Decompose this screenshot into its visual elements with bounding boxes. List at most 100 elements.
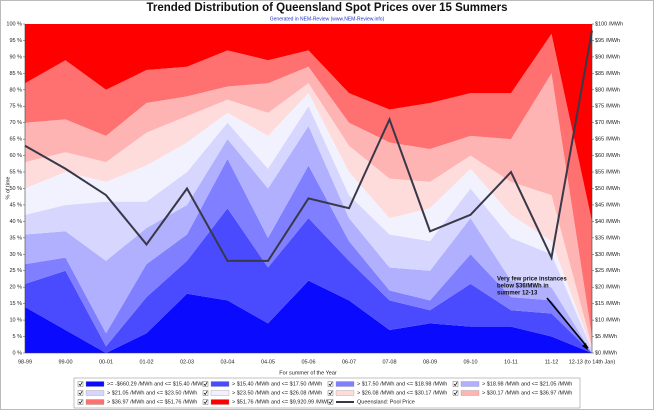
legend-label: > $18.98 /MWh and <= $21.05 /MWh [482,381,572,387]
legend-label: > $17.50 /MWh and <= $18.98 /MWh [357,381,447,387]
legend-check [453,382,458,387]
legend-swatch [460,390,480,396]
legend-checkbox [452,390,459,396]
annotation: Very few price instances [497,277,567,283]
area-band [25,33,592,337]
y2-tick-label: $50 /MWh [595,186,620,192]
y-axis-title: % of time [5,177,11,200]
area-band [25,208,592,353]
legend-swatch [85,399,105,405]
legend-checkbox [77,390,84,396]
legend-check [78,391,83,396]
legend-label: >= -$660.29 /MWh and <= $15.40 /MWh [107,381,205,387]
legend-label: > $26.08 /MWh and <= $30.17 /MWh [357,390,447,396]
legend-check [78,400,83,405]
annotation: summer 12-13 [497,291,538,297]
area-band [25,125,592,354]
y2-tick-label: $35 /MWh [595,235,620,241]
legend-label: > $36.97 /MWh and <= $51.76 /MWh [107,399,197,405]
y-tick-label: 20 % [9,285,22,291]
y2-tick-label: $30 /MWh [595,252,620,258]
y-tick-label: 25 % [9,268,22,274]
legend-checkbox [452,381,459,387]
chart-subtitle: Generated in NEM-Review (www.NEM-Review.… [270,16,385,22]
y2-tick-label: $55 /MWh [595,170,620,176]
y2-tick-label: $85 /MWh [595,71,620,77]
legend-check [78,382,83,387]
area-band [25,93,592,350]
area-band [25,24,592,222]
legend-checkbox [327,390,334,396]
legend-checkbox [202,399,209,405]
legend-swatch [335,381,355,387]
y2-tick-label: $80 /MWh [595,87,620,93]
x-tick-label: 01-02 [139,359,153,365]
y-tick-label: 100 % [6,21,22,27]
legend-swatch [335,390,355,396]
annotation-arrow [546,297,589,349]
legend-checkbox [202,381,209,387]
x-tick-label: 98-99 [18,359,32,365]
y-tick-label: 40 % [9,219,22,225]
y-tick-label: 45 % [9,202,22,208]
x-tick-label: 04-05 [261,359,275,365]
legend-checkbox [202,390,209,396]
legend-label: > $51.76 /MWh and <= $9,920.99 /MWh [232,399,330,405]
y-tick-label: 70 % [9,120,22,126]
legend-label: > $30.17 /MWh and <= $36.97 /MWh [482,390,572,396]
x-tick-label: 12-13 (to 14th Jan) [569,359,616,365]
y-tick-label: 5 % [13,334,23,340]
y-tick-label: 30 % [9,252,22,258]
legend-label: Queensland: Pool Price [357,399,415,405]
x-tick-label: 03-04 [220,359,234,365]
y-tick-label: 35 % [9,235,22,241]
legend-swatch [85,390,105,396]
legend-checkbox [77,399,84,405]
x-tick-label: 05-06 [301,359,315,365]
legend-swatch [210,399,230,405]
legend-check [453,391,458,396]
legend-label: > $15.40 /MWh and <= $17.50 /MWh [232,381,322,387]
legend-checkbox [77,381,84,387]
y-tick-label: 10 % [9,318,22,324]
plot-area [24,24,593,354]
legend-check [203,382,208,387]
y2-tick-label: $15 /MWh [595,301,620,307]
legend-checkbox [327,381,334,387]
legend-check [203,391,208,396]
area-band [25,280,592,353]
legend: >= -$660.29 /MWh and <= $15.40 /MWh > $15… [77,381,572,405]
legend-checkbox [327,399,334,405]
legend-check [203,400,208,405]
y-tick-label: 50 % [9,186,22,192]
y2-tick-label: $20 /MWh [595,285,620,291]
y-tick-label: 80 % [9,87,22,93]
area-band [25,106,592,353]
y-tick-label: 95 % [9,38,22,44]
y2-tick-label: $100 /MWh [595,21,623,27]
y2-tick-label: $75 /MWh [595,104,620,110]
legend-swatch [85,381,105,387]
y2-tick-label: $90 /MWh [595,54,620,60]
x-tick-label: 06-07 [342,359,356,365]
x-tick-label: 09-10 [463,359,477,365]
x-tick-label: 99-00 [58,359,72,365]
y2-tick-label: $45 /MWh [595,202,620,208]
y2-tick-label: $5 /MWh [595,334,617,340]
x-tick-label: 00-01 [99,359,113,365]
legend-swatch [460,381,480,387]
arrow-head [582,343,588,350]
chart-title: Trended Distribution of Queensland Spot … [146,2,507,14]
legend-check [328,400,333,405]
y-tick-label: 90 % [9,54,22,60]
y-tick-label: 0 % [13,350,23,356]
legend-label: > $23.50 /MWh and <= $26.08 /MWh [232,390,322,396]
x-tick-label: 11-12 [545,359,559,365]
legend-label: > $21.05 /MWh and <= $23.50 /MWh [107,390,197,396]
legend-swatch [210,381,230,387]
area-band [25,83,592,350]
y2-tick-label: $65 /MWh [595,137,620,143]
y2-tick-label: $95 /MWh [595,38,620,44]
y2-tick-label: $70 /MWh [595,120,620,126]
